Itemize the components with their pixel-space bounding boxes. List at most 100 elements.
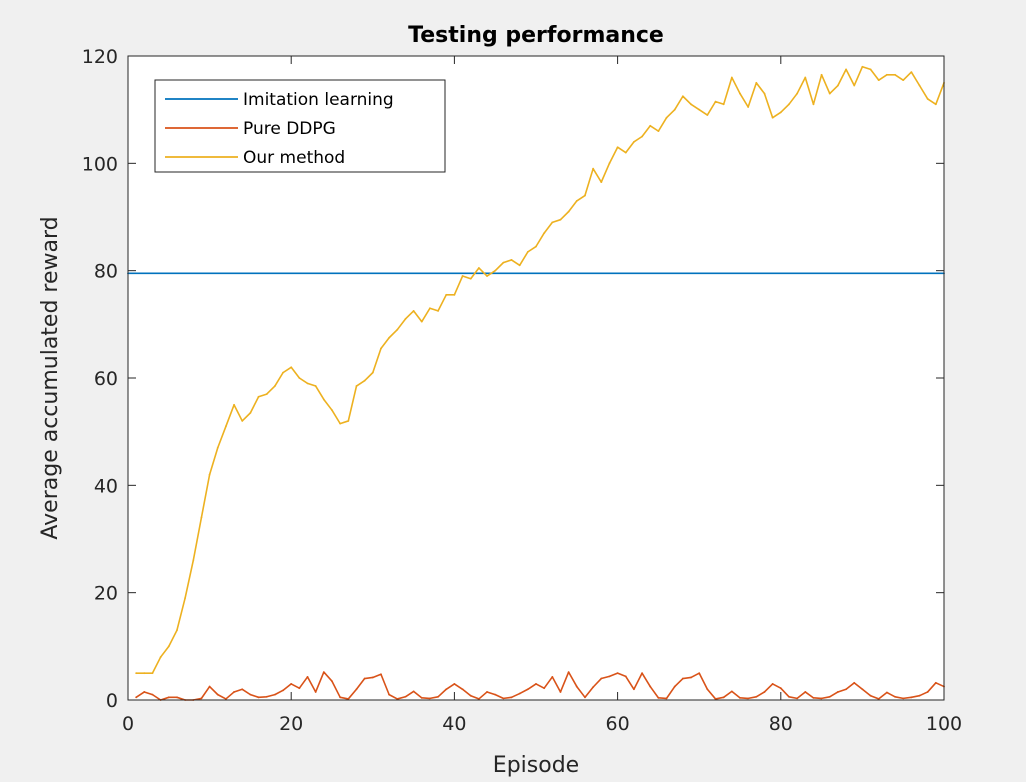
series-1-point-82 — [804, 691, 807, 693]
series-1-point-10 — [216, 693, 219, 696]
series-1-point-52 — [559, 691, 562, 693]
series-2-point-9 — [208, 473, 211, 476]
series-1-point-75 — [747, 697, 750, 700]
series-2-point-69 — [698, 108, 701, 111]
series-2-point-94 — [902, 79, 905, 82]
series-2-point-71 — [714, 100, 717, 103]
series-2-point-28 — [363, 379, 366, 382]
series-1-point-71 — [714, 698, 717, 700]
series-2-point-95 — [910, 71, 913, 73]
series-2-point-25 — [339, 422, 342, 425]
series-1-point-13 — [241, 688, 244, 691]
series-2-point-67 — [681, 95, 684, 98]
series-2-point-92 — [885, 73, 888, 76]
series-2-point-21 — [306, 382, 309, 385]
series-1-point-63 — [649, 685, 652, 688]
series-1-point-39 — [453, 683, 456, 685]
series-2-point-46 — [510, 259, 513, 261]
series-2-point-1 — [143, 672, 146, 675]
series-1-point-1 — [143, 691, 146, 693]
series-1-point-62 — [641, 672, 643, 675]
series-2-point-35 — [420, 320, 423, 323]
series-1-point-19 — [290, 683, 293, 685]
series-2-point-16 — [265, 393, 268, 395]
series-2-point-26 — [347, 420, 350, 422]
series-1-point-93 — [894, 695, 896, 698]
series-2-point-40 — [461, 275, 464, 277]
series-2-point-75 — [747, 106, 750, 108]
legend-entries: Imitation learning Pure DDPG Our method — [165, 90, 394, 168]
series-2-point-80 — [788, 103, 790, 106]
series-2-point-60 — [624, 151, 627, 154]
series-1-point-80 — [788, 695, 790, 698]
series-2-point-19 — [290, 366, 293, 369]
series-1-point-50 — [543, 687, 546, 690]
y-tick-label-4: 80 — [94, 261, 118, 283]
series-2-point-83 — [812, 103, 815, 106]
series-2-point-91 — [877, 79, 880, 82]
series-2-point-10 — [216, 446, 219, 449]
series-2-point-79 — [779, 111, 782, 114]
series-1-point-20 — [298, 687, 301, 690]
series-1-point-94 — [902, 697, 905, 700]
series-1-point-21 — [306, 676, 309, 678]
series-1-point-17 — [273, 693, 276, 696]
series-1-point-16 — [265, 695, 268, 698]
series-1-point-5 — [176, 696, 178, 699]
series-2-point-89 — [861, 65, 864, 68]
series-1-point-66 — [673, 685, 676, 688]
series-1-point-37 — [437, 695, 439, 698]
series-1-point-87 — [845, 688, 847, 691]
series-1-point-88 — [853, 681, 856, 684]
series-2-point-97 — [926, 98, 929, 100]
series-2-point-36 — [429, 307, 431, 310]
series-2-point-39 — [453, 293, 456, 296]
series-1-point-0 — [135, 696, 138, 699]
series-2-point-29 — [371, 371, 374, 374]
series-2-point-88 — [853, 84, 856, 87]
series-2-point-22 — [314, 385, 317, 387]
series-2-point-63 — [649, 124, 652, 127]
series-1-point-60 — [624, 675, 627, 678]
series-2-point-43 — [486, 275, 488, 277]
series-1-point-14 — [249, 693, 252, 696]
series-2-point-49 — [535, 245, 537, 248]
series-2-point-8 — [200, 516, 203, 519]
y-axis-label: Average accumulated reward — [38, 216, 63, 539]
series-2-point-18 — [282, 371, 284, 374]
series-2-point-14 — [249, 411, 252, 414]
series-2-point-45 — [502, 261, 505, 264]
legend[interactable]: Imitation learning Pure DDPG Our method — [154, 79, 446, 173]
series-1-point-25 — [339, 696, 342, 699]
series-2-point-37 — [437, 310, 439, 312]
series-1-point-91 — [877, 698, 880, 700]
series-2-point-81 — [796, 92, 799, 95]
series-2-point-7 — [192, 559, 195, 562]
series-1-point-30 — [380, 673, 382, 676]
series-2-point-62 — [641, 135, 643, 138]
series-1-point-11 — [225, 698, 227, 700]
series-1-point-95 — [910, 696, 913, 699]
series-line-2 — [136, 65, 945, 674]
series-2-point-23 — [322, 398, 325, 401]
series-1-point-36 — [429, 697, 431, 700]
series-1-point-32 — [396, 698, 399, 700]
series-2-point-33 — [404, 318, 407, 320]
series-2-point-38 — [445, 293, 448, 296]
series-2-point-54 — [575, 200, 578, 202]
series-1-point-83 — [812, 696, 815, 699]
series-1-point-33 — [404, 695, 407, 698]
series-2-point-82 — [804, 76, 807, 79]
series-1-point-46 — [510, 696, 513, 699]
series-1-point-84 — [820, 697, 823, 700]
y-tick-label-6: 120 — [82, 46, 118, 68]
series-1-point-53 — [567, 671, 570, 673]
series-2-point-51 — [551, 221, 554, 224]
series-1-point-42 — [477, 698, 480, 700]
series-1-point-68 — [690, 676, 692, 679]
series-2-point-98 — [934, 103, 937, 106]
series-1-point-78 — [771, 683, 774, 685]
series-2-point-90 — [869, 68, 872, 71]
series-2-point-27 — [355, 385, 358, 387]
